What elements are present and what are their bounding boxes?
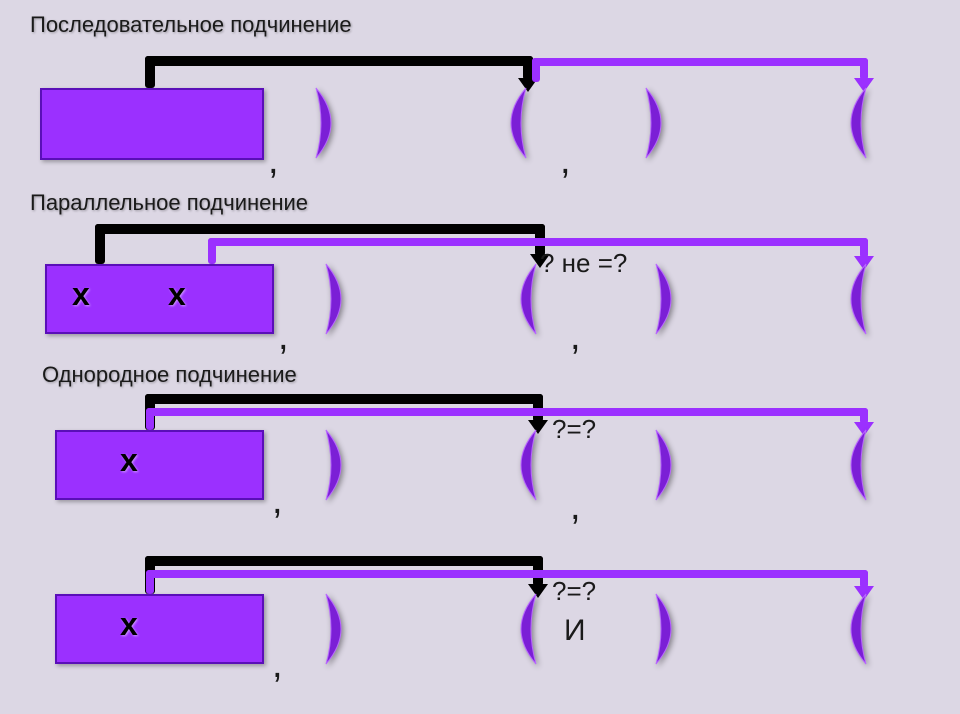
clause-rect (55, 430, 264, 500)
crescent-bracket (830, 590, 872, 668)
crescent-bracket (310, 84, 352, 162)
section-title: Последовательное подчинение (30, 12, 352, 38)
x-mark: x (120, 606, 138, 643)
section-title: Параллельное подчинение (30, 190, 308, 216)
clause-rect (55, 594, 264, 664)
crescent-bracket (650, 590, 692, 668)
crescent-bracket (640, 84, 682, 162)
crescent-bracket (830, 84, 872, 162)
crescent-bracket (650, 260, 692, 338)
crescent-bracket (320, 426, 362, 504)
crescent-bracket (500, 590, 542, 668)
comma: , (560, 140, 571, 183)
clause-rect (40, 88, 264, 160)
crescent-bracket (490, 84, 532, 162)
crescent-bracket (650, 426, 692, 504)
x-mark: x (72, 276, 90, 313)
crescent-bracket (320, 590, 362, 668)
comma: , (570, 316, 581, 359)
relation-label: ? не =? (540, 248, 627, 279)
conjunction-label: И (564, 614, 586, 648)
comma: , (570, 486, 581, 529)
crescent-bracket (830, 426, 872, 504)
crescent-bracket (500, 260, 542, 338)
crescent-bracket (830, 260, 872, 338)
section-title: Однородное подчинение (42, 362, 297, 388)
comma: , (268, 140, 279, 183)
x-mark: x (168, 276, 186, 313)
x-mark: x (120, 442, 138, 479)
crescent-bracket (320, 260, 362, 338)
crescent-bracket (500, 426, 542, 504)
comma: , (272, 644, 283, 687)
comma: , (278, 316, 289, 359)
relation-label: ?=? (552, 414, 596, 445)
comma: , (272, 480, 283, 523)
relation-label: ?=? (552, 576, 596, 607)
